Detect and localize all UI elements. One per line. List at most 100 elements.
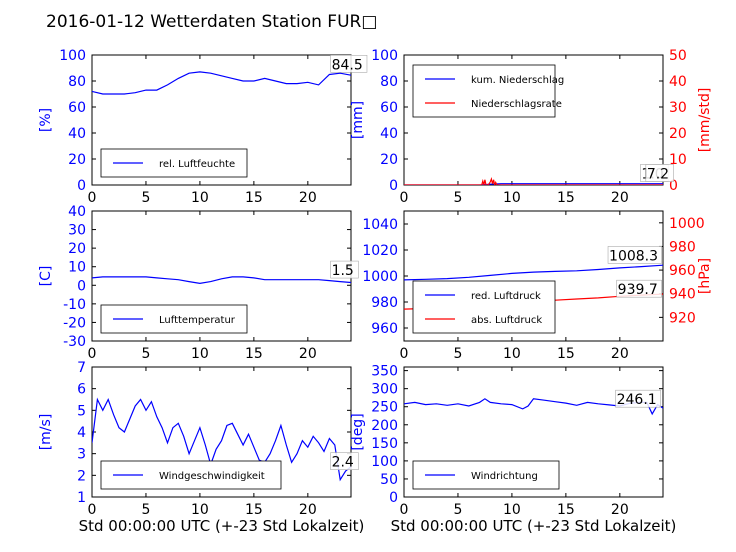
temperature-ytick-label: -30 xyxy=(63,334,86,350)
pressure-xtick-label: 10 xyxy=(503,346,521,362)
precipitation-ytick-label-right: 0 xyxy=(669,178,678,194)
winddirection-xlabel: Std 00:00:00 UTC (+-23 Std Lokalzeit) xyxy=(391,517,677,535)
pressure-ytick-label: 1000 xyxy=(362,269,398,285)
panel-pressure: 0 5 10 15 20 960 980 1000 1020 1040 920 940 960 980 10… xyxy=(362,210,713,362)
windspeed-ylabel: [m/s] xyxy=(38,414,54,451)
winddirection-ytick-label: 200 xyxy=(371,418,398,434)
precipitation-ytick-label-right: 20 xyxy=(669,126,687,142)
temperature-ytick-label: 30 xyxy=(68,223,86,239)
windspeed-xtick-label: 5 xyxy=(141,502,150,518)
pressure-ylabel-right: [hPa] xyxy=(697,258,713,294)
precipitation-xtick-label: 20 xyxy=(611,190,629,206)
pressure-xtick-label: 5 xyxy=(453,346,462,362)
pressure-ytick-label-right: 980 xyxy=(669,239,696,255)
humidity-ylabel: [%] xyxy=(38,108,54,132)
humidity-ytick-label: 80 xyxy=(68,74,86,90)
pressure-legend-label: abs. Luftdruck xyxy=(471,315,542,326)
pressure-ytick-label-right: 940 xyxy=(669,287,696,303)
pressure-ytick-label-right: 920 xyxy=(669,310,696,326)
windspeed-ytick-label: 3 xyxy=(77,447,86,463)
pressure-xtick-label: 20 xyxy=(611,346,629,362)
windspeed-xtick-label: 10 xyxy=(191,502,209,518)
precipitation-series-line-0 xyxy=(404,183,663,185)
humidity-ytick-label: 40 xyxy=(68,126,86,142)
winddirection-xtick-label: 20 xyxy=(611,502,629,518)
temperature-xtick-label: 20 xyxy=(299,346,317,362)
humidity-legend-label: rel. Luftfeuchte xyxy=(159,159,235,170)
windspeed-ytick-label: 7 xyxy=(77,360,86,376)
winddirection-annotation-label: 246.1 xyxy=(617,392,657,408)
winddirection-axes-frame xyxy=(403,366,664,498)
winddirection-legend-label: Windrichtung xyxy=(471,471,538,482)
winddirection-xtick-label: 5 xyxy=(453,502,462,518)
pressure-ytick-label: 960 xyxy=(371,321,398,337)
precipitation-ytick-label: 80 xyxy=(380,74,398,90)
precipitation-xtick-label: 0 xyxy=(400,190,409,206)
pressure-annotation-box xyxy=(616,279,662,298)
panel-windspeed: 0 5 10 15 20 1 2 3 4 5 6 7 [m/s] Std 00:00:00 UTC (+-… xyxy=(38,360,364,535)
winddirection-annotation-box xyxy=(615,389,661,408)
precipitation-legend-label: kum. Niederschlag xyxy=(471,75,564,86)
temperature-annotation-label: 1.5 xyxy=(332,263,354,279)
windspeed-xtick-label: 0 xyxy=(88,502,97,518)
pressure-legend-box xyxy=(412,280,556,334)
panel-humidity: 0 5 10 15 20 0 20 40 60 80 100 [%] rel. Luftfeuchte 8… xyxy=(38,48,368,206)
humidity-annotation-box xyxy=(330,54,368,73)
precipitation-ytick-label: 60 xyxy=(380,100,398,116)
temperature-ytick-label: 40 xyxy=(68,204,86,220)
precipitation-ytick-label: 20 xyxy=(380,152,398,168)
precipitation-legend-box xyxy=(412,64,556,118)
winddirection-ytick-label: 100 xyxy=(371,454,398,470)
pressure-annotation-label: 1008.3 xyxy=(609,248,658,264)
temperature-ytick-label: -20 xyxy=(63,315,86,331)
temperature-ytick-label: -10 xyxy=(63,297,86,313)
humidity-xtick-label: 10 xyxy=(191,190,209,206)
pressure-annotation-label: 939.7 xyxy=(618,282,658,298)
windspeed-ytick-label: 1 xyxy=(77,490,86,506)
temperature-series-line-0 xyxy=(92,276,351,285)
windspeed-annotation-label: 2.4 xyxy=(332,455,354,471)
humidity-ytick-label: 100 xyxy=(59,48,86,64)
humidity-series-line-0 xyxy=(92,71,351,95)
precipitation-ytick-label: 0 xyxy=(389,178,398,194)
precipitation-ytick-label-right: 40 xyxy=(669,74,687,90)
precipitation-ylabel-right: [mm/std] xyxy=(697,88,713,153)
precipitation-ytick-label-right: 50 xyxy=(669,48,687,64)
humidity-ytick-label: 0 xyxy=(77,178,86,194)
precipitation-ytick-label: 100 xyxy=(371,48,398,64)
pressure-ytick-label-right: 1000 xyxy=(669,216,705,232)
winddirection-ytick-label: 50 xyxy=(380,472,398,488)
windspeed-xtick-label: 20 xyxy=(299,502,317,518)
winddirection-ytick-label: 0 xyxy=(389,490,398,506)
figure-title: 2016-01-12 Wetterdaten Station FUR□ xyxy=(46,12,377,32)
precipitation-annotation-label: 7.2 xyxy=(647,167,669,183)
pressure-xtick-label: 15 xyxy=(557,346,575,362)
temperature-legend-label: Lufttemperatur xyxy=(159,315,236,326)
pressure-legend-label: red. Luftdruck xyxy=(471,291,541,302)
humidity-ytick-label: 20 xyxy=(68,152,86,168)
temperature-xtick-label: 0 xyxy=(88,346,97,362)
windspeed-xlabel: Std 00:00:00 UTC (+-23 Std Lokalzeit) xyxy=(79,517,365,535)
precipitation-ytick-label-right: 30 xyxy=(669,100,687,116)
temperature-xtick-label: 10 xyxy=(191,346,209,362)
winddirection-xtick-label: 0 xyxy=(400,502,409,518)
temperature-ytick-label: 0 xyxy=(77,278,86,294)
windspeed-xtick-label: 15 xyxy=(245,502,263,518)
winddirection-ytick-label: 150 xyxy=(371,436,398,452)
windspeed-ytick-label: 2 xyxy=(77,468,86,484)
precipitation-ytick-label-right: 10 xyxy=(669,152,687,168)
temperature-xtick-label: 5 xyxy=(141,346,150,362)
pressure-ytick-label: 980 xyxy=(371,295,398,311)
winddirection-ylabel: [deg] xyxy=(350,413,366,450)
winddirection-ytick-label: 350 xyxy=(371,364,398,380)
panel-precipitation: 0 5 10 15 20 0 20 40 60 80 100 0 10 20 30 40 50 [mm] [mm/s… xyxy=(350,48,713,206)
humidity-annotation-label: 84.5 xyxy=(332,57,363,73)
precipitation-xtick-label: 10 xyxy=(503,190,521,206)
panel-temperature: 0 5 10 15 20 -30 -20 -10 0 10 20 30 40 [C] Lufttempera… xyxy=(38,204,359,362)
precipitation-ytick-label: 40 xyxy=(380,126,398,142)
pressure-ytick-label: 1020 xyxy=(362,243,398,259)
temperature-ylabel: [C] xyxy=(38,266,54,287)
humidity-xtick-label: 0 xyxy=(88,190,97,206)
